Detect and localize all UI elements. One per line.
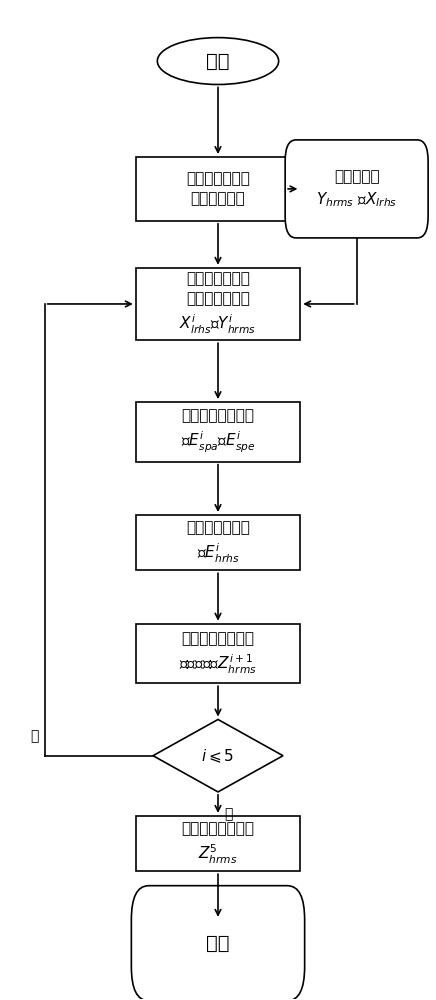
Text: 开始: 开始: [206, 52, 230, 71]
Text: 结束: 结束: [206, 934, 230, 953]
FancyBboxPatch shape: [136, 624, 300, 683]
Text: 输出最终融合结果
$Z^5_{hrms}$: 输出最终融合结果 $Z^5_{hrms}$: [181, 821, 255, 866]
FancyBboxPatch shape: [131, 886, 305, 1000]
Polygon shape: [153, 719, 283, 792]
FancyBboxPatch shape: [136, 402, 300, 462]
Text: 更新高空间分辨率
高光谱图像$Z^{i+1}_{hrms}$: 更新高空间分辨率 高光谱图像$Z^{i+1}_{hrms}$: [179, 631, 257, 676]
Text: $i\leqslant5$: $i\leqslant5$: [201, 747, 235, 765]
FancyBboxPatch shape: [136, 268, 300, 340]
Text: 计算空间和光谱残
差$E^i_{spa}$和$E^i_{spe}$: 计算空间和光谱残 差$E^i_{spa}$和$E^i_{spe}$: [181, 408, 255, 455]
Text: 是: 是: [30, 729, 38, 743]
Text: 否: 否: [225, 807, 233, 821]
Text: 训练数据集
$Y_{hrms}$ 和$X_{lrhs}$: 训练数据集 $Y_{hrms}$ 和$X_{lrhs}$: [316, 169, 397, 209]
Text: 构建退化模型并
训练更新网络: 构建退化模型并 训练更新网络: [186, 172, 250, 206]
Text: 获取残差融合残
差$E^i_{hrhs}$: 获取残差融合残 差$E^i_{hrhs}$: [186, 520, 250, 565]
FancyBboxPatch shape: [136, 515, 300, 570]
Ellipse shape: [157, 38, 279, 84]
FancyBboxPatch shape: [136, 816, 300, 871]
FancyBboxPatch shape: [285, 140, 428, 238]
FancyBboxPatch shape: [136, 157, 300, 221]
Text: 利用退化网络得
到低空分辨图像
$X^i_{lrhs}$和$Y^i_{hrms}$: 利用退化网络得 到低空分辨图像 $X^i_{lrhs}$和$Y^i_{hrms}…: [180, 272, 256, 336]
